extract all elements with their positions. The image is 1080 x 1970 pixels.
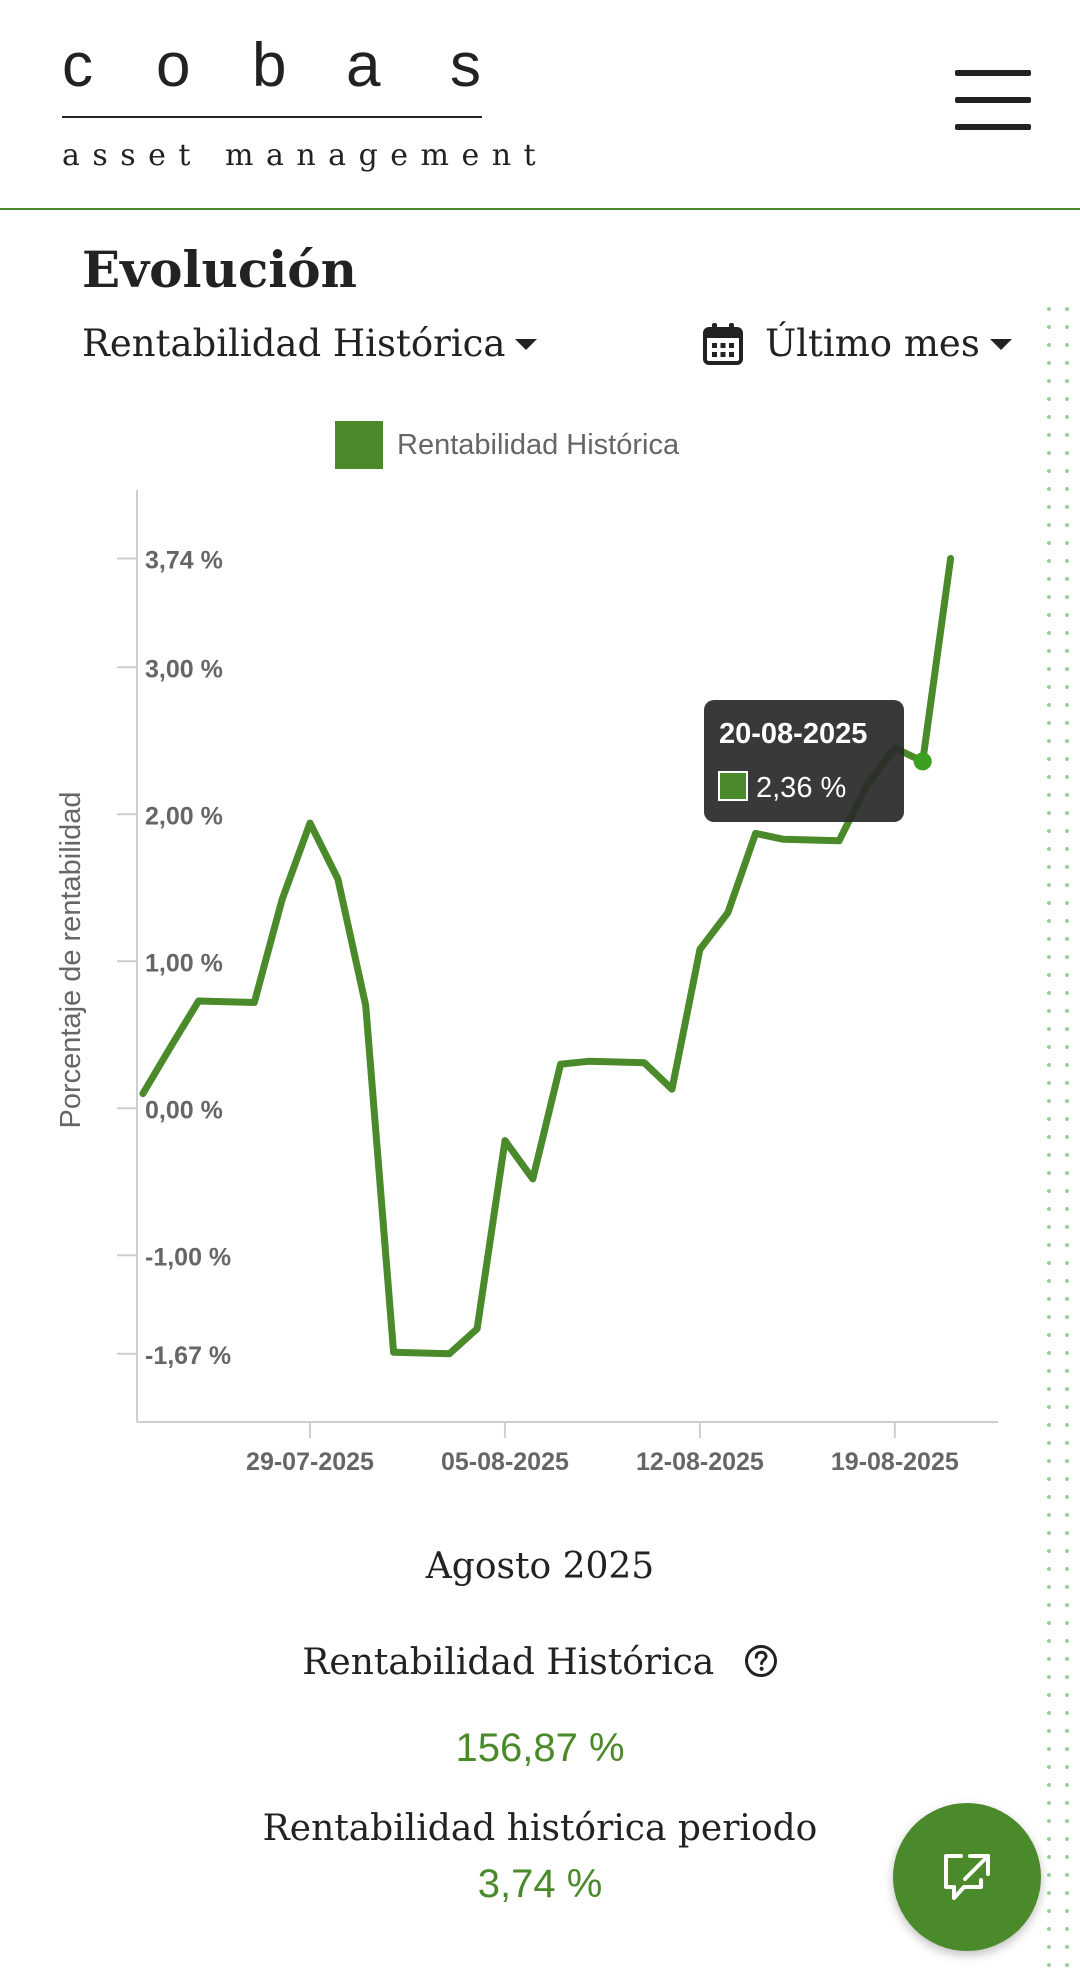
caret-down-icon: [515, 339, 538, 350]
data-point[interactable]: [499, 1135, 511, 1147]
tooltip-box: [704, 700, 904, 822]
data-point[interactable]: [555, 1058, 567, 1070]
legend-swatch: [335, 421, 383, 469]
y-axis-label: Porcentaje de rentabilidad: [55, 792, 87, 1129]
share-fab-button[interactable]: [893, 1803, 1041, 1951]
help-question-icon[interactable]: [744, 1644, 778, 1678]
data-point[interactable]: [583, 1055, 595, 1067]
data-point[interactable]: [666, 1083, 678, 1095]
data-point[interactable]: [527, 1173, 539, 1185]
calendar-icon[interactable]: [702, 322, 744, 366]
metric-dropdown[interactable]: Rentabilidad Histórica: [82, 322, 538, 365]
data-point[interactable]: [137, 1088, 149, 1100]
period-dropdown[interactable]: Último mes: [765, 322, 1012, 365]
data-point[interactable]: [248, 996, 260, 1008]
legend-label: Rentabilidad Histórica: [397, 428, 680, 461]
returns-line-chart[interactable]: 3,74 % 3,00 % 2,00 % 1,00 % 0,00 % -1,00 % -1,…: [0, 470, 1040, 1490]
data-point[interactable]: [443, 1348, 455, 1360]
data-point[interactable]: [276, 894, 288, 906]
data-point[interactable]: [913, 752, 932, 771]
section-title: Evolución: [82, 240, 357, 299]
tooltip-value: 2,36 %: [756, 772, 846, 804]
dotted-border-decoration: [1040, 300, 1080, 1970]
tooltip-date: 20-08-2025: [719, 718, 867, 750]
y-tick-label: -1,00 %: [145, 1243, 231, 1271]
metric-dropdown-label: Rentabilidad Histórica: [82, 322, 506, 365]
period-return-label: Rentabilidad histórica periodo: [262, 1808, 818, 1849]
y-tick-label: 3,00 %: [145, 655, 223, 683]
y-tick-label: 1,00 %: [145, 949, 223, 977]
logo-letter: s: [450, 31, 481, 100]
y-tick-label: 3,74 %: [145, 547, 223, 575]
y-tick-label: -1,67 %: [145, 1342, 231, 1370]
y-tick-label: 2,00 %: [145, 802, 223, 830]
series-line: [139, 555, 955, 1358]
chart-legend[interactable]: Rentabilidad Histórica: [335, 420, 679, 470]
data-point[interactable]: [360, 999, 372, 1011]
data-point[interactable]: [777, 833, 789, 845]
x-tick-label: 05-08-2025: [441, 1448, 569, 1476]
period-month: Agosto 2025: [425, 1546, 655, 1587]
data-point[interactable]: [388, 1346, 400, 1358]
series-points[interactable]: [137, 553, 957, 1360]
data-point[interactable]: [165, 1041, 177, 1053]
chart-tooltip: 20-08-2025 2,36 %: [704, 700, 904, 822]
x-tick-label: 19-08-2025: [831, 1448, 959, 1476]
data-point[interactable]: [945, 553, 957, 565]
historic-return-label-row: Rentabilidad Histórica: [0, 1642, 1080, 1683]
logo-letter: o: [156, 31, 190, 100]
x-axis: 29-07-2025 05-08-2025 12-08-2025 19-08-2025: [137, 1421, 998, 1476]
x-tick-label: 29-07-2025: [246, 1448, 374, 1476]
data-point[interactable]: [750, 827, 762, 839]
y-tick-label: 0,00 %: [145, 1096, 223, 1124]
caret-down-icon: [989, 339, 1012, 350]
period-return-value: 3,74 %: [477, 1862, 603, 1906]
logo-divider: [62, 116, 482, 118]
y-axis: 3,74 % 3,00 % 2,00 % 1,00 % 0,00 % -1,00 % -1,…: [117, 490, 231, 1422]
historic-return-value: 156,87 %: [455, 1726, 625, 1770]
data-point[interactable]: [304, 817, 316, 829]
x-tick-label: 12-08-2025: [636, 1448, 764, 1476]
historic-return-label: Rentabilidad Histórica: [302, 1642, 715, 1683]
data-point[interactable]: [638, 1057, 650, 1069]
data-point[interactable]: [332, 873, 344, 885]
tooltip-swatch: [718, 771, 748, 801]
logo-subtitle: asset management: [62, 138, 549, 173]
data-point[interactable]: [193, 995, 205, 1007]
logo-letter: b: [252, 31, 286, 100]
data-point[interactable]: [833, 835, 845, 847]
hamburger-menu-icon[interactable]: [955, 68, 1031, 132]
data-point[interactable]: [722, 907, 734, 919]
data-point[interactable]: [471, 1323, 483, 1335]
period-dropdown-label: Último mes: [765, 322, 980, 365]
logo-letter: c: [62, 31, 93, 100]
share-external-icon: [944, 1854, 990, 1900]
logo-letter: a: [346, 31, 381, 100]
data-point[interactable]: [694, 944, 706, 956]
